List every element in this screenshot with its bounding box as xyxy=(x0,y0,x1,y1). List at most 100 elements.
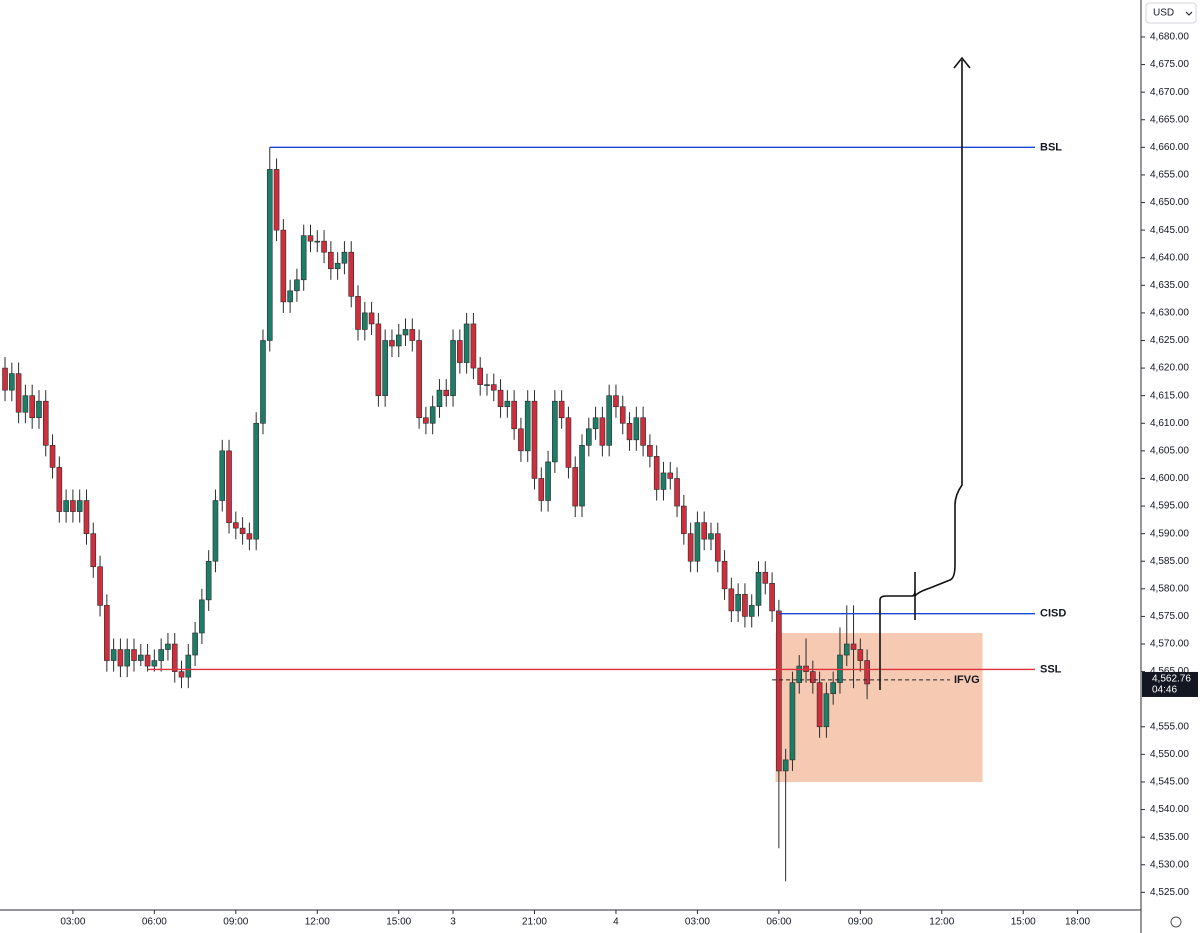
candle-body xyxy=(701,522,708,540)
candle-body xyxy=(864,660,870,685)
candle-body xyxy=(769,583,775,612)
y-tick-label: 4,530.00 xyxy=(1150,859,1189,870)
candle-body xyxy=(144,654,151,667)
y-tick-label: 4,620.00 xyxy=(1150,363,1189,374)
candle-body xyxy=(314,240,321,243)
candle-body xyxy=(266,169,273,341)
candle-body xyxy=(97,566,103,606)
candle-body xyxy=(233,522,239,529)
candle-body xyxy=(137,654,144,661)
candle-body xyxy=(626,422,633,441)
x-tick-label: 15:00 xyxy=(1011,917,1036,928)
candle-body xyxy=(300,235,307,281)
y-tick-label: 4,665.00 xyxy=(1150,114,1189,125)
candle-body xyxy=(348,251,355,297)
candle-body xyxy=(29,395,35,419)
candle-body xyxy=(850,643,857,650)
candle-body xyxy=(382,340,388,396)
candle-body xyxy=(810,671,816,683)
candle-body xyxy=(110,649,117,661)
y-tick-label: 4,675.00 xyxy=(1150,59,1189,70)
y-tick-label: 4,605.00 xyxy=(1150,446,1189,457)
candle-body xyxy=(423,417,429,424)
candle-body xyxy=(375,323,382,396)
candle-body xyxy=(606,395,612,446)
candle-body xyxy=(545,461,551,501)
candle-body xyxy=(63,500,69,512)
candle-body xyxy=(171,643,178,672)
x-tick-label: 03:00 xyxy=(60,917,85,928)
candle-body xyxy=(497,389,504,408)
y-tick-label: 4,635.00 xyxy=(1150,280,1189,291)
candle-body xyxy=(776,610,782,772)
y-tick-label: 4,555.00 xyxy=(1150,721,1189,732)
level-label: SSL xyxy=(1040,663,1062,675)
candle-body xyxy=(280,229,287,303)
y-tick-label: 4,670.00 xyxy=(1150,87,1189,98)
candle-body xyxy=(742,594,748,617)
candle-body xyxy=(518,428,524,452)
fvg-zone xyxy=(775,632,983,782)
y-tick-label: 4,630.00 xyxy=(1150,308,1189,319)
candle-body xyxy=(443,389,450,396)
candle-body xyxy=(165,643,171,650)
candle-body xyxy=(721,560,728,590)
candle-body xyxy=(816,682,823,728)
y-tick-label: 4,545.00 xyxy=(1150,777,1189,788)
candle-body xyxy=(531,400,538,479)
candle-body xyxy=(667,472,674,479)
y-tick-label: 4,580.00 xyxy=(1150,583,1189,594)
candle-body xyxy=(56,467,63,512)
x-tick-label: 3 xyxy=(450,917,456,928)
y-tick-label: 4,625.00 xyxy=(1150,335,1189,346)
candle-body xyxy=(687,533,694,562)
y-tick-label: 4,590.00 xyxy=(1150,528,1189,539)
candle-body xyxy=(728,588,735,612)
candle-body xyxy=(484,384,490,386)
x-tick-label: 21:00 xyxy=(522,917,547,928)
countdown: 04:46 xyxy=(1152,685,1177,696)
candle-body xyxy=(843,643,850,656)
candle-body xyxy=(158,649,164,661)
candle-body xyxy=(653,456,660,490)
candle-body xyxy=(83,500,90,534)
candle-body xyxy=(287,290,293,303)
candle-body xyxy=(538,478,545,501)
y-tick-label: 4,610.00 xyxy=(1150,418,1189,429)
candle-body xyxy=(565,417,572,468)
candle-body xyxy=(674,478,680,507)
candle-body xyxy=(90,533,97,568)
candle-body xyxy=(321,240,327,253)
candle-body xyxy=(178,671,185,678)
candle-body xyxy=(755,571,762,606)
candle-body xyxy=(9,373,15,391)
candle-body xyxy=(389,340,395,347)
candle-body xyxy=(368,312,375,325)
settings-icon[interactable] xyxy=(1170,916,1182,928)
currency-button[interactable] xyxy=(1145,2,1197,24)
candle-body xyxy=(2,367,8,391)
candle-body xyxy=(239,527,246,534)
y-tick-label: 4,645.00 xyxy=(1150,225,1189,236)
candle-body xyxy=(49,445,56,468)
candle-body xyxy=(660,472,667,490)
candle-body xyxy=(429,406,436,424)
candle-body xyxy=(219,450,226,501)
candle-body xyxy=(857,649,864,661)
candle-body xyxy=(504,400,511,408)
candle-body xyxy=(694,522,701,562)
last-price: 4,562.76 xyxy=(1152,674,1191,685)
candle-body xyxy=(294,279,300,292)
y-tick-label: 4,615.00 xyxy=(1150,390,1189,401)
candle-body xyxy=(341,251,348,264)
candle-body xyxy=(681,505,687,534)
candle-body xyxy=(708,533,714,540)
candle-body xyxy=(457,340,463,363)
candle-body xyxy=(76,500,83,512)
candle-body xyxy=(579,445,585,507)
candle-body xyxy=(586,428,592,446)
x-tick-label: 18:00 xyxy=(1065,917,1090,928)
candle-body xyxy=(151,660,158,667)
